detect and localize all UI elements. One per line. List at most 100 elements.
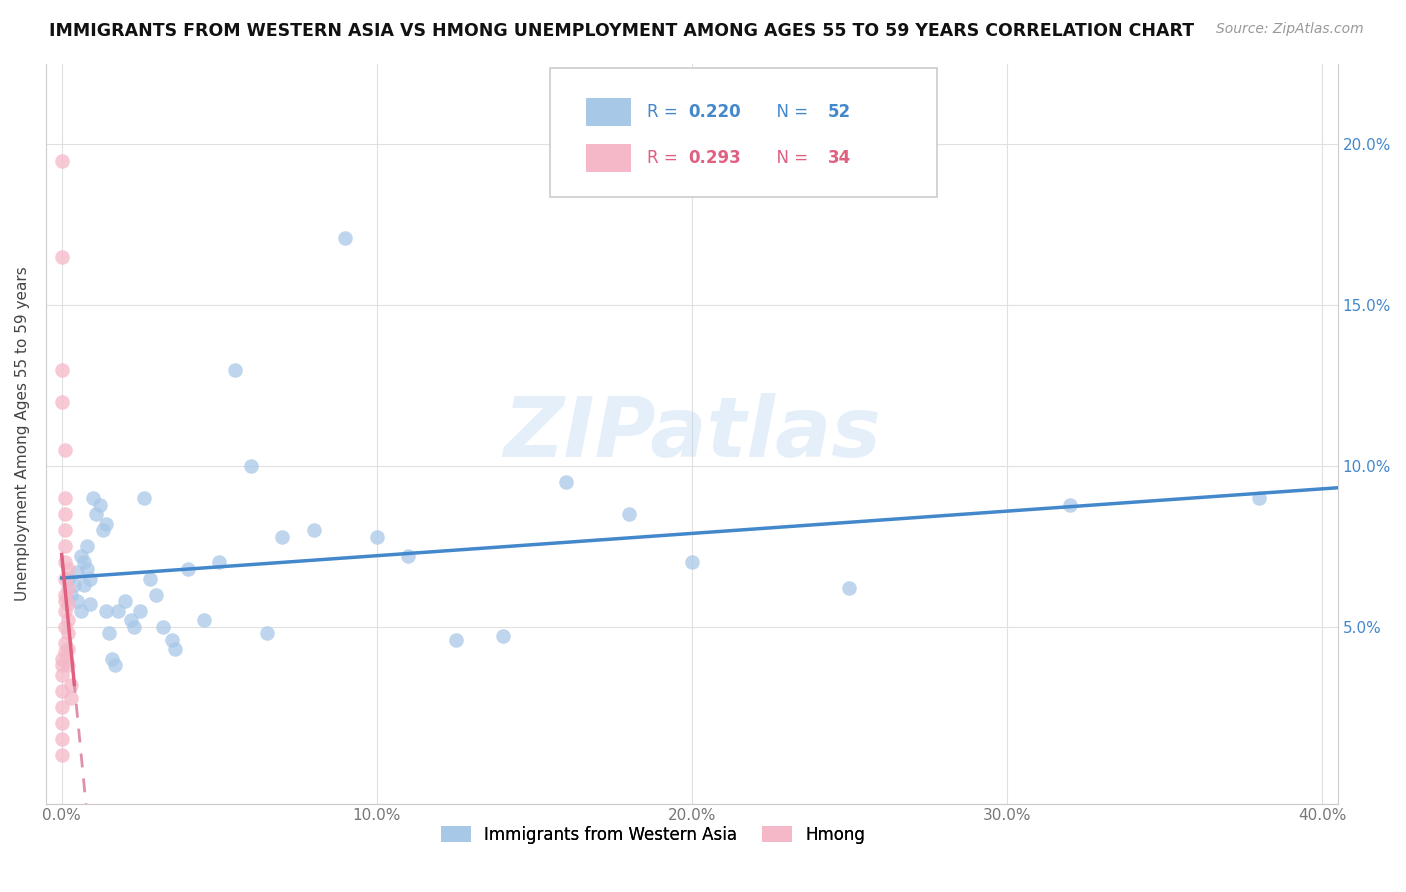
- Point: [396, 549, 419, 563]
- Point: [224, 362, 246, 376]
- Point: [1247, 491, 1270, 505]
- Text: R =: R =: [647, 149, 683, 167]
- Point: [617, 507, 640, 521]
- Point: [53, 572, 76, 586]
- Point: [56, 572, 79, 586]
- Point: [60, 678, 83, 692]
- Point: [51, 250, 73, 264]
- Text: 52: 52: [828, 103, 851, 120]
- Point: [63, 578, 86, 592]
- Point: [114, 594, 136, 608]
- Point: [177, 562, 200, 576]
- Point: [53, 442, 76, 457]
- Text: 0.293: 0.293: [688, 149, 741, 167]
- Point: [79, 572, 101, 586]
- Point: [56, 658, 79, 673]
- Point: [53, 524, 76, 538]
- Point: [239, 458, 262, 473]
- Point: [51, 652, 73, 666]
- Point: [335, 230, 357, 244]
- Point: [302, 524, 325, 538]
- Point: [60, 690, 83, 705]
- Point: [86, 507, 108, 521]
- Point: [89, 498, 111, 512]
- Text: N =: N =: [765, 149, 813, 167]
- Point: [56, 626, 79, 640]
- Point: [51, 668, 73, 682]
- Point: [76, 540, 98, 554]
- Point: [51, 394, 73, 409]
- Point: [82, 491, 104, 505]
- Point: [69, 549, 91, 563]
- Y-axis label: Unemployment Among Ages 55 to 59 years: Unemployment Among Ages 55 to 59 years: [15, 267, 30, 601]
- Point: [53, 604, 76, 618]
- Text: 34: 34: [828, 149, 851, 167]
- Point: [73, 578, 96, 592]
- Point: [681, 556, 703, 570]
- Point: [51, 732, 73, 747]
- Point: [366, 530, 388, 544]
- Text: R =: R =: [647, 103, 683, 120]
- Text: 0.220: 0.220: [688, 103, 741, 120]
- Point: [122, 620, 145, 634]
- Point: [53, 588, 76, 602]
- Point: [492, 629, 515, 643]
- Point: [152, 620, 174, 634]
- Point: [120, 613, 142, 627]
- Point: [51, 748, 73, 763]
- Point: [51, 658, 73, 673]
- Point: [256, 626, 278, 640]
- Point: [94, 516, 117, 531]
- Point: [94, 604, 117, 618]
- Point: [139, 572, 162, 586]
- Point: [145, 588, 167, 602]
- Point: [76, 562, 98, 576]
- Point: [53, 594, 76, 608]
- Point: [56, 597, 79, 611]
- Point: [56, 562, 79, 576]
- Text: ZIPatlas: ZIPatlas: [503, 393, 880, 475]
- Text: N =: N =: [765, 103, 813, 120]
- Point: [53, 645, 76, 659]
- Point: [51, 153, 73, 168]
- Point: [838, 581, 860, 595]
- Point: [554, 475, 576, 489]
- Point: [91, 524, 114, 538]
- Point: [60, 588, 83, 602]
- Point: [101, 652, 124, 666]
- Point: [53, 556, 76, 570]
- Point: [73, 556, 96, 570]
- Point: [51, 362, 73, 376]
- Point: [129, 604, 152, 618]
- Point: [51, 684, 73, 698]
- Point: [56, 613, 79, 627]
- Legend: Immigrants from Western Asia, Hmong: Immigrants from Western Asia, Hmong: [434, 820, 872, 851]
- Point: [56, 642, 79, 657]
- Point: [271, 530, 294, 544]
- Point: [193, 613, 215, 627]
- Point: [53, 491, 76, 505]
- Text: Source: ZipAtlas.com: Source: ZipAtlas.com: [1216, 22, 1364, 37]
- Point: [53, 540, 76, 554]
- Point: [444, 632, 467, 647]
- FancyBboxPatch shape: [586, 144, 631, 172]
- Point: [53, 620, 76, 634]
- Point: [53, 507, 76, 521]
- Point: [132, 491, 155, 505]
- Point: [165, 642, 187, 657]
- Point: [69, 604, 91, 618]
- Point: [104, 658, 127, 673]
- Point: [56, 581, 79, 595]
- Point: [66, 594, 89, 608]
- Point: [53, 636, 76, 650]
- Point: [79, 597, 101, 611]
- Point: [66, 565, 89, 579]
- Point: [51, 716, 73, 731]
- Point: [208, 556, 231, 570]
- Point: [107, 604, 129, 618]
- Point: [1059, 498, 1081, 512]
- Point: [98, 626, 121, 640]
- FancyBboxPatch shape: [586, 98, 631, 126]
- Point: [160, 632, 183, 647]
- Point: [51, 700, 73, 714]
